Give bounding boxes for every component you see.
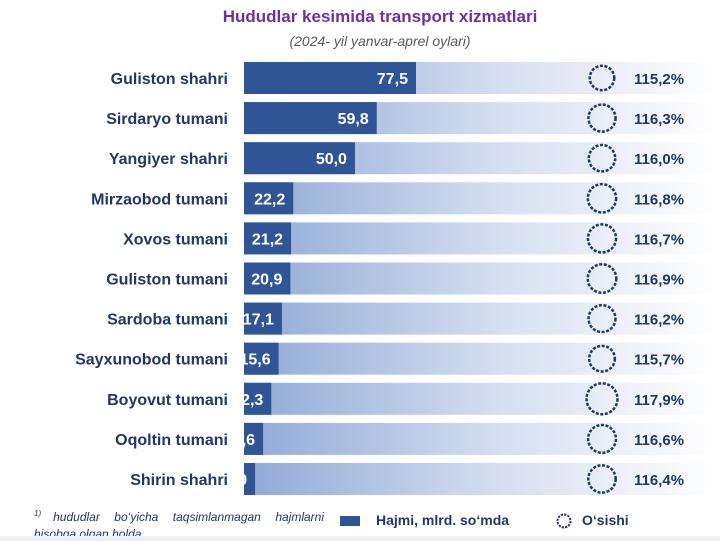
bar-value-label: 20,9 [251, 272, 282, 289]
bottom-strip [0, 536, 720, 541]
category-label: Guliston tumani [106, 272, 228, 289]
bar [244, 463, 256, 495]
bar-value-label: 50,0 [316, 151, 347, 168]
category-label: Sayxunobod tumani [75, 352, 228, 369]
bar-value-label: 22,2 [254, 191, 285, 208]
growth-gear-icon [586, 182, 618, 214]
growth-value-label: 116,7% [634, 231, 684, 248]
legend-volume-label: Hajmi, mlrd. so‘mda [376, 512, 510, 528]
category-label: Boyovut tumani [107, 392, 228, 409]
growth-gear-icon [587, 143, 617, 173]
category-label: Sirdaryo tumani [106, 111, 228, 128]
growth-gear-icon [587, 464, 617, 494]
bar-value-label: 5,0 [225, 472, 247, 489]
row-background [244, 302, 720, 335]
growth-gear-icon [587, 103, 617, 133]
growth-gear-icon [585, 382, 619, 416]
growth-value-label: 115,7% [634, 352, 684, 369]
row-background [244, 382, 720, 415]
bar [244, 262, 291, 295]
category-label: Shirin shahri [130, 472, 228, 489]
row-background [244, 463, 720, 495]
row-background [244, 422, 720, 455]
bar [244, 142, 355, 175]
growth-value-label: 117,9% [634, 392, 684, 409]
bar [244, 62, 416, 94]
growth-value-label: 116,8% [634, 191, 684, 208]
bar-value-label: 21,2 [252, 231, 283, 248]
bar-value-label: 17,1 [243, 312, 274, 329]
growth-value-label: 116,0% [634, 151, 684, 168]
bar-value-label: 77,5 [377, 71, 408, 88]
bar [244, 422, 264, 455]
growth-value-label: 116,9% [634, 272, 684, 289]
chart-title: Hududlar kesimida transport xizmatlari [222, 7, 538, 26]
growth-gear-icon [586, 423, 618, 455]
category-label: Yangiyer shahri [109, 151, 228, 168]
bar [244, 302, 282, 335]
growth-value-label: 116,4% [634, 472, 684, 489]
bar-value-label: 8,6 [233, 432, 255, 449]
bar-chart: 77,5 Guliston shahri 115,2% 59,8 Sirdaryo tu… [75, 62, 720, 495]
legend-growth-gear-icon [556, 513, 572, 529]
growth-gear-icon [586, 262, 618, 295]
growth-gear-icon [587, 303, 617, 334]
row-background [244, 262, 720, 295]
footnote-mark: 1) [34, 509, 42, 518]
growth-value-label: 116,6% [634, 432, 684, 449]
legend-volume-swatch [340, 516, 360, 526]
growth-value-label: 116,3% [634, 111, 684, 128]
category-label: Sardoba tumani [107, 312, 228, 329]
growth-gear-icon [587, 344, 617, 373]
row-background [244, 342, 720, 375]
category-label: Oqoltin tumani [115, 432, 228, 449]
legend-growth-label: O‘sishi [582, 512, 629, 528]
bar [244, 342, 279, 375]
growth-gear-icon [588, 64, 616, 92]
bar-value-label: 15,6 [239, 352, 270, 369]
category-label: Mirzaobod tumani [91, 191, 228, 208]
row-background [244, 222, 720, 255]
bar [244, 222, 292, 255]
bar-value-label: 12,3 [232, 392, 263, 409]
growth-value-label: 115,2% [634, 71, 684, 88]
bar [244, 182, 294, 215]
bar [244, 382, 272, 415]
category-label: Guliston shahri [111, 71, 228, 88]
row-background [244, 182, 720, 215]
bar-value-label: 59,8 [338, 111, 369, 128]
growth-gear-icon [586, 223, 618, 254]
growth-value-label: 116,2% [634, 312, 684, 329]
chart-subtitle: (2024- yil yanvar-aprel oylari) [289, 33, 471, 49]
bar [244, 102, 377, 135]
category-label: Xovos tumani [123, 231, 228, 248]
